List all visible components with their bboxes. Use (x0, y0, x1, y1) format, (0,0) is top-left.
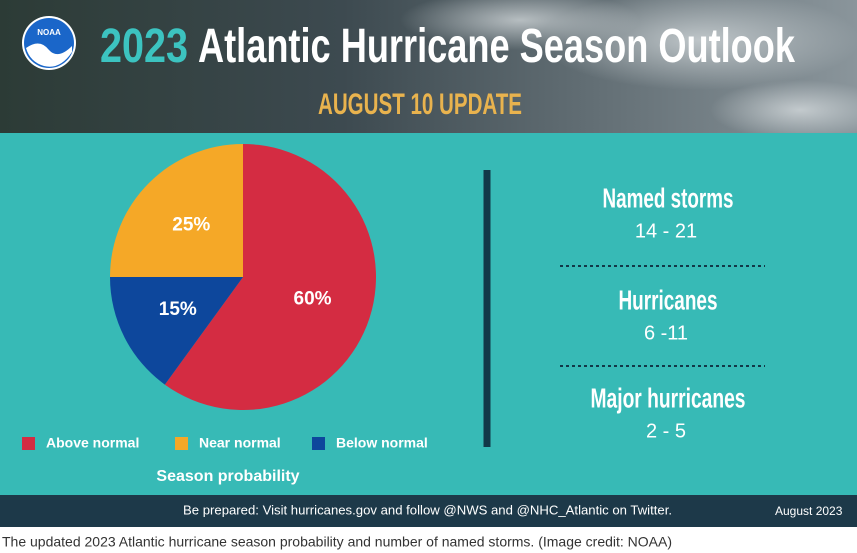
logo-bird (26, 43, 72, 67)
stat-range: 14 - 21 (635, 220, 697, 242)
stat-range: 6 -11 (644, 322, 688, 344)
legend-label: Near normal (199, 435, 281, 451)
legend-swatch (312, 437, 325, 450)
legend-label: Below normal (336, 435, 428, 451)
legend-swatch (175, 437, 188, 450)
subtitle: AUGUST 10 UPDATE (318, 88, 522, 121)
slice-label: 60% (294, 289, 332, 310)
stat-label: Named storms (603, 182, 734, 213)
footer-background (0, 495, 857, 527)
caption: The updated 2023 Atlantic hurricane seas… (2, 534, 672, 550)
pie-slice (164, 144, 376, 410)
pie-slice (110, 277, 243, 385)
stat-label: Major hurricanes (591, 382, 746, 413)
slice-label: 15% (159, 299, 197, 320)
logo-text: NOAA (37, 28, 61, 37)
title: Atlantic Hurricane Season Outlook (198, 20, 795, 73)
footer-note: Be prepared: Visit hurricanes.gov and fo… (183, 502, 672, 517)
legend-label: Above normal (46, 435, 139, 451)
slice-label: 25% (172, 214, 210, 235)
cloud (710, 80, 857, 140)
stat-label: Hurricanes (619, 284, 718, 315)
chart-title: Season probability (156, 468, 299, 485)
legend-swatch (22, 437, 35, 450)
cloud (400, 0, 640, 50)
pie-slice (110, 144, 243, 277)
stat-range: 2 - 5 (646, 420, 686, 442)
footer-date: August 2023 (775, 504, 843, 518)
title-year: 2023 (100, 20, 188, 73)
